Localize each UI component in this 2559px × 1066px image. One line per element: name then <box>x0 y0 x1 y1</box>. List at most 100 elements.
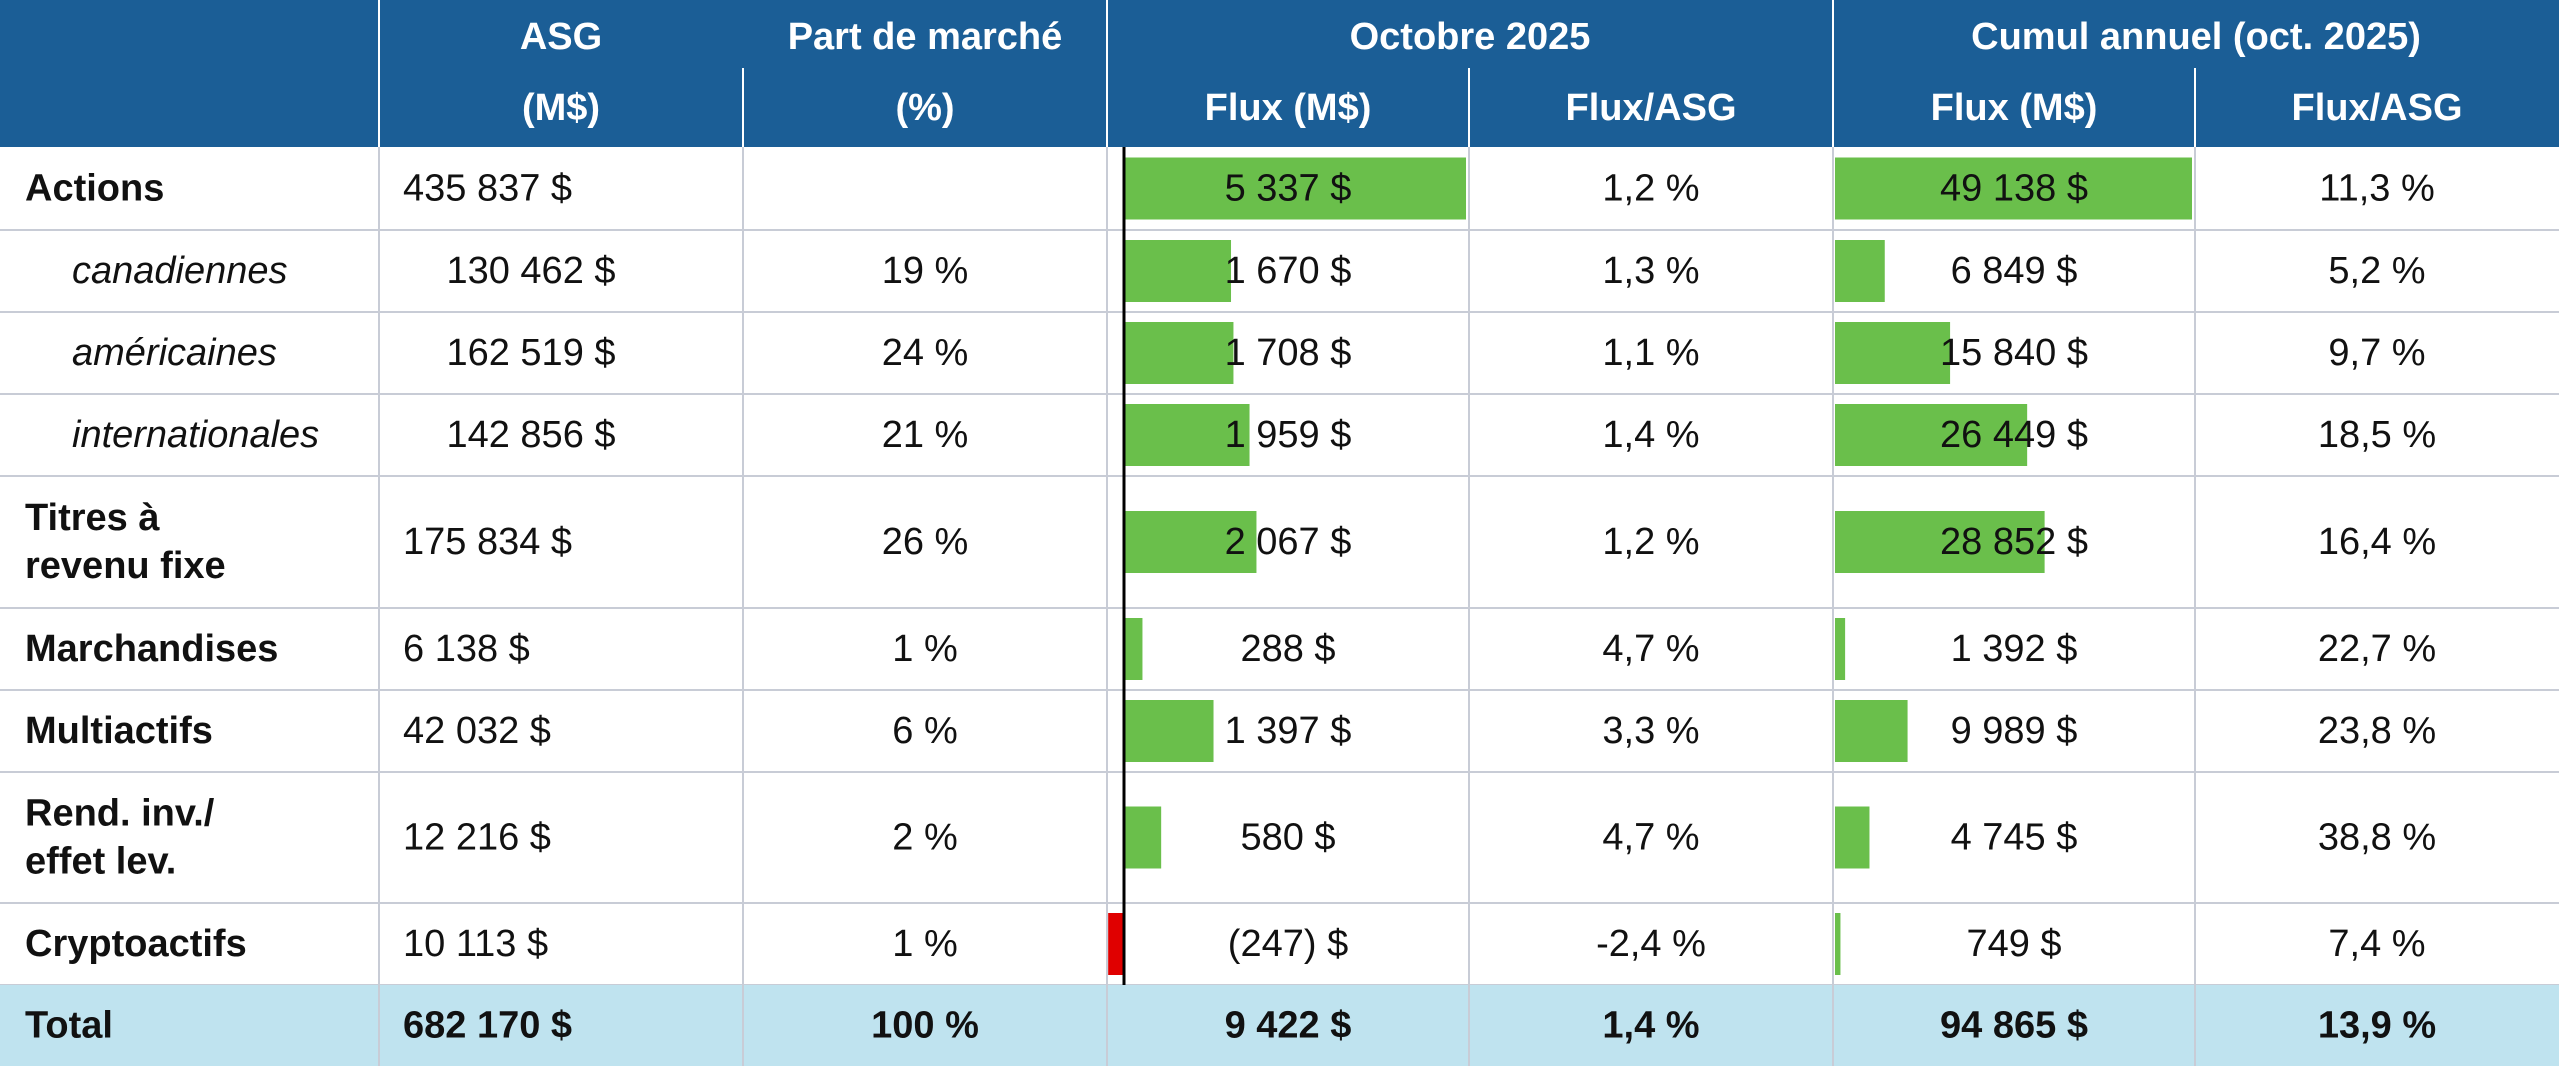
share-cell: 1 % <box>892 923 957 965</box>
oct-flow-cell: 1 670 $ <box>1225 250 1352 292</box>
share-cell: 26 % <box>882 521 969 563</box>
ytd-flow-bar <box>1835 700 1908 762</box>
ytd-flow-cell: 1 392 $ <box>1951 628 2078 670</box>
ytd-flow-bar <box>1835 913 1841 975</box>
header-label: (M$) <box>522 87 600 129</box>
row-label: Marchandises <box>25 628 278 670</box>
total-cell: 13,9 % <box>2318 1005 2436 1047</box>
row-label: revenu fixe <box>25 545 226 587</box>
ytd-ratio-cell: 22,7 % <box>2318 628 2436 670</box>
header-label: Flux (M$) <box>1931 87 2098 129</box>
share-cell: 24 % <box>882 332 969 374</box>
ytd-ratio-cell: 38,8 % <box>2318 817 2436 859</box>
oct-ratio-cell: 1,3 % <box>1602 250 1699 292</box>
oct-flow-cell: 5 337 $ <box>1225 168 1352 210</box>
oct-ratio-cell: -2,4 % <box>1596 923 1706 965</box>
row-label: américaines <box>72 332 277 374</box>
row-label: Multiactifs <box>25 710 213 752</box>
ytd-flow-bar <box>1835 404 2028 466</box>
ytd-flow-bar <box>1835 240 1885 302</box>
ytd-flow-cell: 749 $ <box>1966 923 2061 965</box>
header-label: (%) <box>895 87 954 129</box>
share-cell: 6 % <box>892 710 957 752</box>
ytd-flow-cell: 15 840 $ <box>1940 332 2088 374</box>
row-label: Cryptoactifs <box>25 923 247 965</box>
oct-ratio-cell: 1,2 % <box>1602 521 1699 563</box>
ytd-flow-bar <box>1835 322 1951 384</box>
share-cell: 1 % <box>892 628 957 670</box>
asg-cell: 6 138 $ <box>403 628 530 670</box>
total-cell: 682 170 $ <box>403 1005 572 1047</box>
oct-flow-cell: 1 959 $ <box>1225 414 1352 456</box>
ytd-flow-cell: 9 989 $ <box>1951 710 2078 752</box>
oct-ratio-cell: 1,2 % <box>1602 168 1699 210</box>
header-label: Flux/ASG <box>2291 87 2462 129</box>
asg-cell: 10 113 $ <box>403 923 548 965</box>
ytd-flow-cell: 49 138 $ <box>1940 168 2088 210</box>
ytd-ratio-cell: 7,4 % <box>2328 923 2425 965</box>
ytd-ratio-cell: 9,7 % <box>2328 332 2425 374</box>
header-label: ASG <box>520 16 602 58</box>
header-label: Part de marché <box>788 16 1063 58</box>
oct-flow-bar <box>1124 157 1466 220</box>
row-label: Titres à <box>25 497 160 539</box>
oct-flow-bar <box>1124 404 1250 466</box>
total-cell: 1,4 % <box>1602 1005 1699 1047</box>
oct-flow-bar <box>1124 700 1214 762</box>
ytd-ratio-cell: 11,3 % <box>2319 168 2434 210</box>
oct-ratio-cell: 4,7 % <box>1602 628 1699 670</box>
oct-flow-bar <box>1124 240 1232 302</box>
ytd-ratio-cell: 16,4 % <box>2318 521 2436 563</box>
row-label: effet lev. <box>25 841 176 883</box>
ytd-ratio-cell: 5,2 % <box>2328 250 2425 292</box>
oct-flow-bar <box>1124 618 1143 680</box>
header-label: Octobre 2025 <box>1350 16 1591 58</box>
oct-flow-cell: 1 397 $ <box>1225 710 1352 752</box>
total-cell: 9 422 $ <box>1225 1005 1352 1047</box>
row-label: Actions <box>25 168 164 210</box>
oct-flow-cell: 1 708 $ <box>1225 332 1352 374</box>
asg-cell: 42 032 $ <box>403 710 551 752</box>
ytd-flow-cell: 28 852 $ <box>1940 521 2088 563</box>
header-label: Flux/ASG <box>1565 87 1736 129</box>
oct-flow-cell: (247) $ <box>1228 923 1348 965</box>
oct-flow-cell: 580 $ <box>1240 817 1335 859</box>
row-label: internationales <box>72 414 319 456</box>
row-label: Rend. inv./ <box>25 793 215 835</box>
header-label: Flux (M$) <box>1205 87 1372 129</box>
share-cell: 21 % <box>882 414 969 456</box>
oct-flow-bar <box>1108 913 1124 975</box>
oct-flow-bar <box>1124 806 1162 869</box>
ytd-flow-bar <box>1835 157 2192 220</box>
asg-cell: 130 462 $ <box>446 250 615 292</box>
ytd-flow-bar <box>1835 511 2045 573</box>
share-cell: 2 % <box>892 817 957 859</box>
ytd-ratio-cell: 23,8 % <box>2318 710 2436 752</box>
oct-ratio-cell: 1,4 % <box>1602 414 1699 456</box>
asg-cell: 142 856 $ <box>446 414 615 456</box>
oct-ratio-cell: 3,3 % <box>1602 710 1699 752</box>
oct-flow-cell: 288 $ <box>1240 628 1335 670</box>
ytd-ratio-cell: 18,5 % <box>2318 414 2436 456</box>
oct-flow-cell: 2 067 $ <box>1225 521 1352 563</box>
total-cell: 94 865 $ <box>1940 1005 2088 1047</box>
oct-ratio-cell: 1,1 % <box>1602 332 1699 374</box>
asg-cell: 435 837 $ <box>403 168 572 210</box>
ytd-flow-cell: 4 745 $ <box>1951 817 2078 859</box>
ytd-flow-cell: 6 849 $ <box>1951 250 2078 292</box>
header-bg <box>0 0 2559 147</box>
asg-cell: 162 519 $ <box>446 332 615 374</box>
ytd-flow-bar <box>1835 618 1846 680</box>
share-cell: 19 % <box>882 250 969 292</box>
total-bg <box>0 985 2559 1066</box>
oct-flow-bar <box>1124 511 1257 573</box>
oct-ratio-cell: 4,7 % <box>1602 817 1699 859</box>
asg-cell: 175 834 $ <box>403 521 572 563</box>
header-label: Cumul annuel (oct. 2025) <box>1971 16 2421 58</box>
total-label: Total <box>25 1005 113 1047</box>
oct-flow-bar <box>1124 322 1234 384</box>
total-cell: 100 % <box>871 1005 979 1047</box>
row-label: canadiennes <box>72 250 288 292</box>
ytd-flow-cell: 26 449 $ <box>1940 414 2088 456</box>
